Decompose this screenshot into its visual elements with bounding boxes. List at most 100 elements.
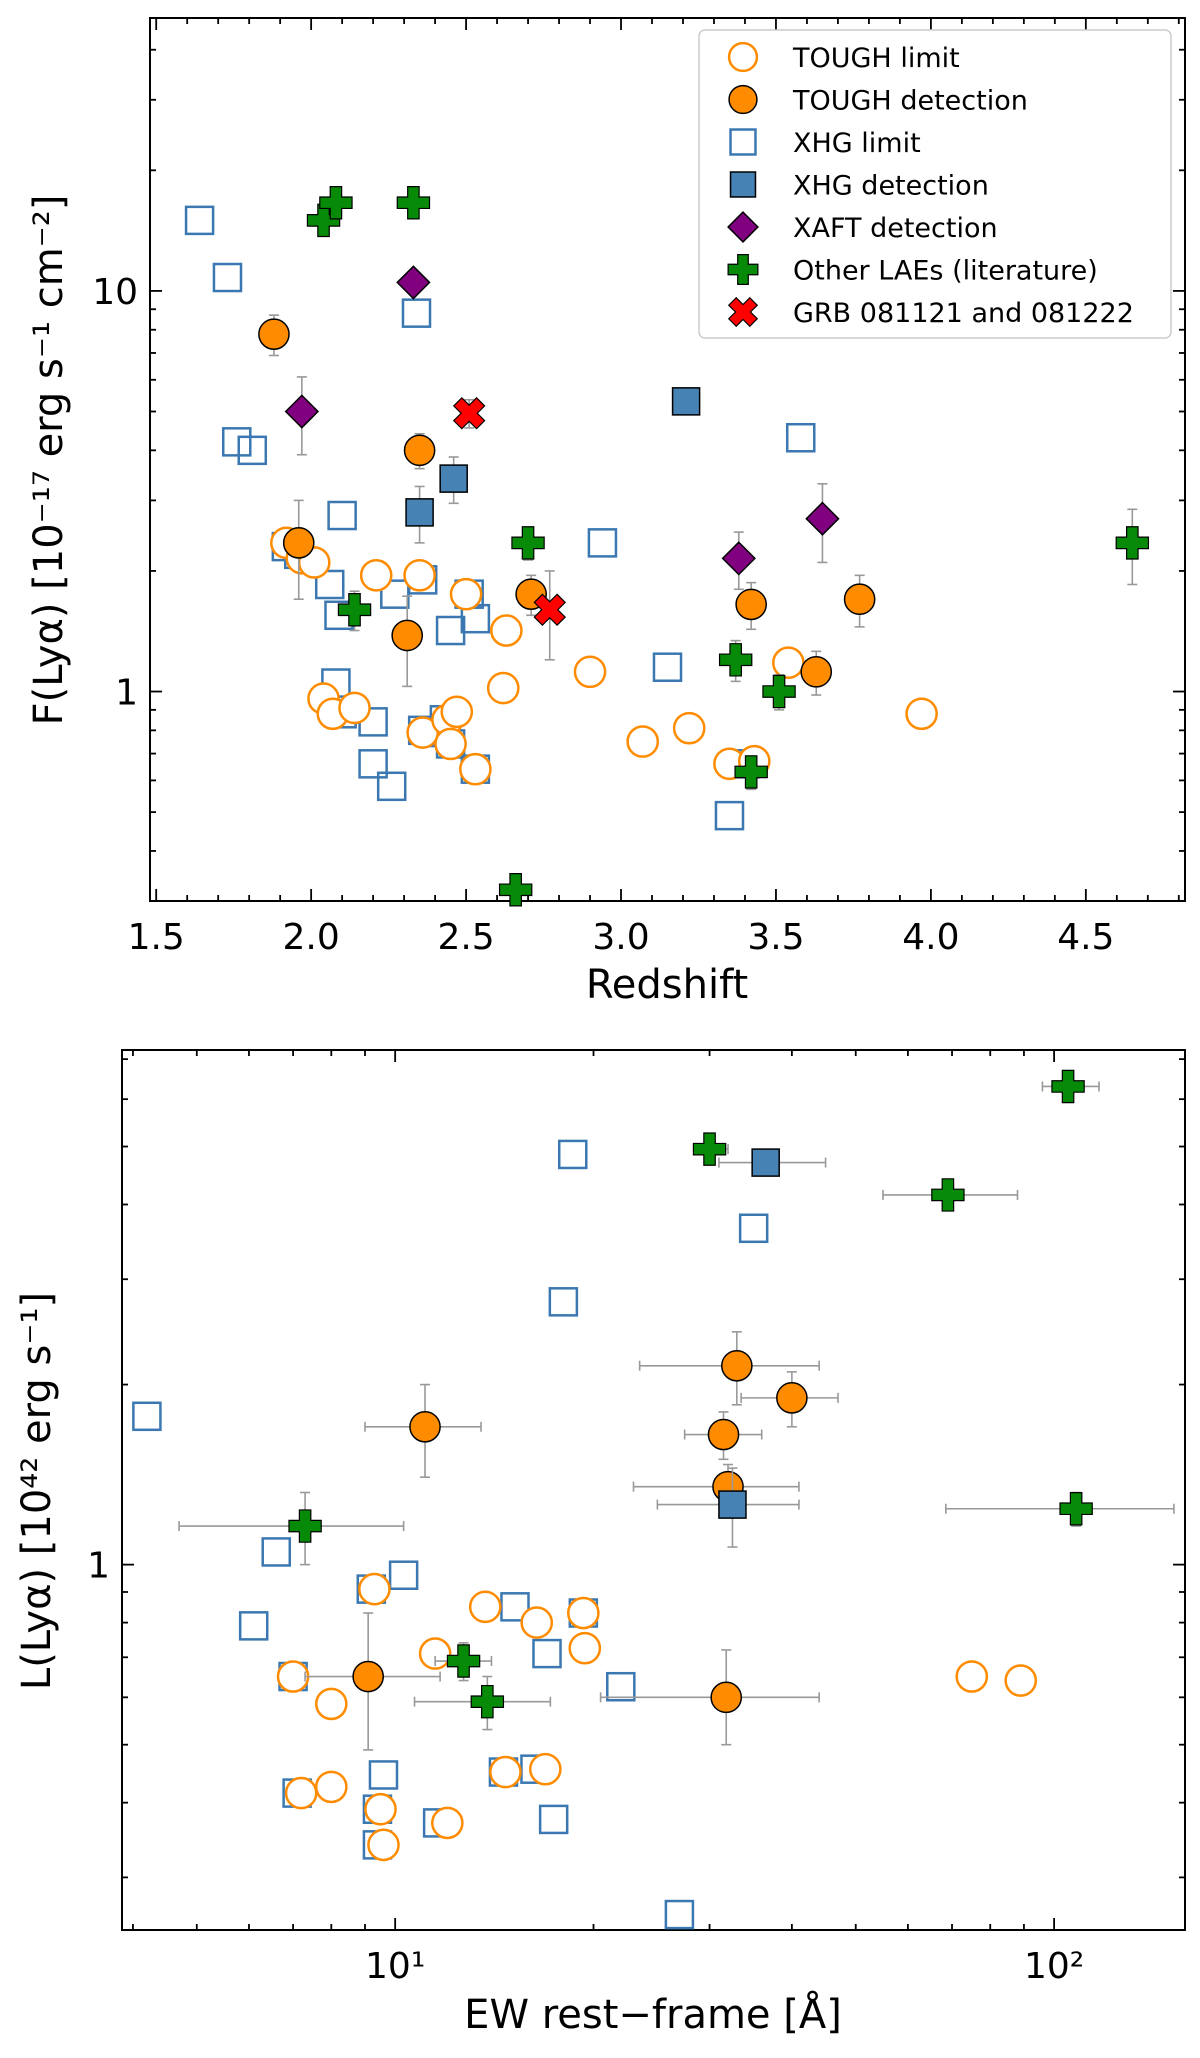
bottom-point-xhg-limit <box>664 1899 695 1930</box>
bottom-point-tough-limit <box>284 1776 318 1810</box>
top-point-tough-limit <box>772 646 805 680</box>
top-point-tough-limit <box>490 614 523 647</box>
top-point-xhg-limit <box>401 298 432 328</box>
top-point-lae <box>1115 526 1150 560</box>
top-x-axis-label: Redshift <box>586 962 748 1008</box>
legend-label-lae: Other LAEs (literature) <box>793 256 1098 287</box>
top-point-xaft-det <box>805 501 840 536</box>
top-xtick-label: 3.0 <box>592 917 649 958</box>
top-point-tough-limit <box>440 695 474 729</box>
bottom-point-xhg-limit <box>538 1804 569 1835</box>
top-point-tough-limit <box>573 655 607 689</box>
legend-marker-xhg-det <box>729 171 757 198</box>
bottom-point-tough-limit <box>520 1606 554 1639</box>
bottom-point-lae <box>1059 1492 1093 1526</box>
top-point-tough-det <box>843 583 876 616</box>
bottom-point-lae <box>1051 1069 1085 1104</box>
top-point-xhg-limit <box>314 569 345 600</box>
top-point-xhg-limit <box>652 652 683 682</box>
top-ytick-label: 10 <box>92 272 138 313</box>
top-point-xhg-limit <box>237 435 268 466</box>
bottom-point-lae <box>288 1509 322 1543</box>
top-point-tough-limit <box>672 711 706 745</box>
top-point-xhg-limit <box>221 427 252 457</box>
top-point-xhg-limit <box>184 205 215 236</box>
legend-label-xhg-limit: XHG limit <box>793 128 921 159</box>
top-xtick-label: 3.5 <box>747 917 804 958</box>
bottom-point-tough-limit <box>314 1687 348 1721</box>
bottom-point-xhg-limit <box>557 1139 588 1170</box>
top-point-tough-limit <box>359 559 393 592</box>
top-point-lae <box>306 203 341 238</box>
bottom-point-lae <box>446 1644 481 1678</box>
top-point-xaft-det <box>284 394 320 429</box>
top-point-xhg-limit <box>212 262 243 293</box>
bottom-point-xhg-limit <box>548 1287 579 1317</box>
bottom-point-lae <box>692 1132 727 1166</box>
top-xtick-label: 4.0 <box>902 917 959 958</box>
legend-marker-grb <box>727 296 759 328</box>
bottom-data-points <box>132 1069 1175 1930</box>
bottom-point-tough-limit <box>1004 1664 1038 1697</box>
bottom-point-xhg-limit <box>606 1671 636 1702</box>
bottom-point-tough-limit <box>568 1631 602 1665</box>
bottom-point-xhg-limit <box>738 1213 769 1244</box>
bottom-point-tough-limit <box>364 1792 397 1826</box>
legend-label-xhg-det: XHG detection <box>793 171 989 202</box>
bottom-plot-frame <box>121 1049 1186 1931</box>
top-point-tough-det <box>391 619 424 652</box>
legend-marker-tough-det <box>728 84 758 115</box>
bottom-point-tough-limit <box>468 1590 502 1624</box>
top-xtick-label: 4.5 <box>1057 917 1114 958</box>
bottom-y-axis-label: L(Lyα) [10⁴² erg s⁻¹] <box>14 1292 60 1690</box>
bottom-x-axis-label: EW rest−frame [Å] <box>464 1990 842 2038</box>
bottom-point-tough-limit <box>566 1596 600 1630</box>
top-point-xaft-det <box>721 541 756 576</box>
top-point-xhg-limit <box>327 500 357 531</box>
legend-label-xaft-det: XAFT detection <box>793 213 998 244</box>
top-xtick-label: 2.5 <box>437 917 494 958</box>
bottom-xtick-label: 10¹ <box>365 1946 425 1987</box>
top-point-lae <box>762 674 796 709</box>
bottom-xtick-label: 10² <box>1024 1946 1084 1987</box>
bottom-point-xhg-limit <box>368 1760 399 1790</box>
top-point-tough-det <box>282 527 315 559</box>
bottom-point-tough-det <box>710 1681 743 1714</box>
top-point-tough-limit <box>449 577 483 611</box>
legend-label-tough-limit: TOUGH limit <box>792 43 960 74</box>
bottom-point-tough-det <box>707 1418 740 1451</box>
legend-label-grb: GRB 081121 and 081222 <box>793 298 1134 329</box>
bottom-point-lae <box>931 1178 965 1212</box>
top-point-grb <box>533 593 567 627</box>
top-point-tough-limit <box>459 752 492 786</box>
bottom-axis-ticks: 10¹ 10² 1 <box>87 1050 1185 1987</box>
top-y-axis-label: F(Lyα) [10⁻¹⁷ erg s⁻¹ cm⁻²] <box>26 195 72 726</box>
bottom-point-xhg-limit <box>261 1537 292 1567</box>
legend: TOUGH limit TOUGH detection XHG limit XHG d… <box>698 29 1172 339</box>
top-point-lae <box>337 593 372 627</box>
bottom-point-xhg-limit <box>532 1638 562 1669</box>
top-point-lae <box>734 755 768 789</box>
legend-label-tough-det: TOUGH detection <box>792 86 1028 117</box>
top-point-xaft-det <box>396 265 431 300</box>
bottom-point-lae <box>470 1684 505 1719</box>
top-point-xhg-limit <box>435 615 466 646</box>
top-point-grb <box>452 396 486 430</box>
top-point-lae <box>718 643 753 677</box>
bottom-point-xhg-limit <box>132 1401 162 1432</box>
bottom-panel: 10¹ 10² 1 EW rest−frame [Å] L(Lyα) [10⁴² e… <box>14 1049 1186 2038</box>
top-point-lae <box>498 873 533 907</box>
top-xtick-label: 1.5 <box>128 917 185 958</box>
top-point-xhg-det <box>405 498 434 527</box>
top-point-tough-det <box>403 434 436 467</box>
bottom-point-tough-limit <box>528 1752 562 1786</box>
top-point-lae <box>396 186 431 220</box>
top-point-tough-det <box>800 655 833 688</box>
legend-marker-xaft-det <box>727 211 759 243</box>
top-point-tough-limit <box>486 671 520 705</box>
top-point-xhg-limit <box>785 422 816 453</box>
top-point-xhg-det <box>439 464 468 493</box>
top-panel: 1.5 2.0 2.5 3.0 3.5 4.0 4.5 1 10 Redshift F(Lyα)… <box>26 17 1186 1008</box>
top-point-tough-limit <box>403 559 436 592</box>
top-point-lae <box>319 186 353 220</box>
